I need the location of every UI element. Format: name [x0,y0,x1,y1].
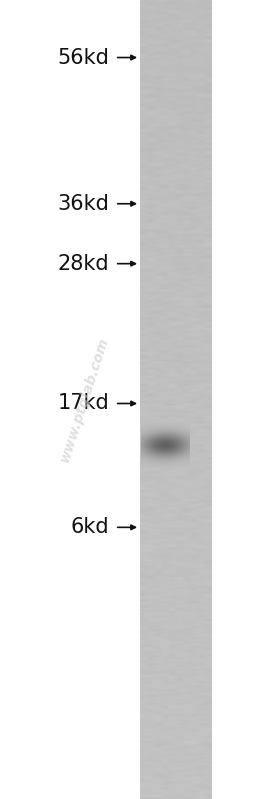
Text: 36kd: 36kd [57,193,109,214]
Text: 17kd: 17kd [57,393,109,414]
Text: www.ptglab.com: www.ptglab.com [57,335,111,464]
Text: 56kd: 56kd [57,47,109,68]
Text: 6kd: 6kd [71,517,109,538]
Text: 28kd: 28kd [58,253,109,274]
